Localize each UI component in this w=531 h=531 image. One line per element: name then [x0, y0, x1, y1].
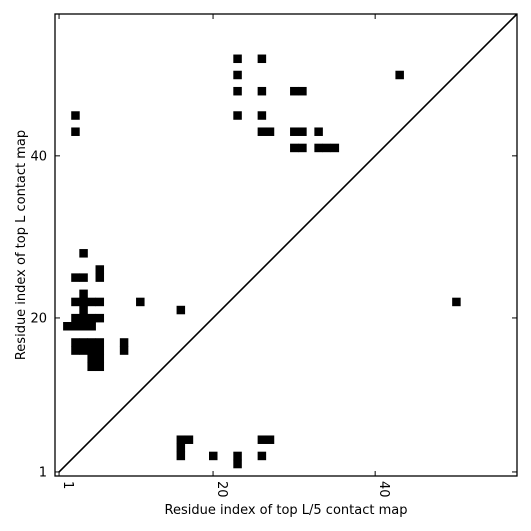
lower-contact-cell	[257, 451, 267, 461]
plot-frame	[54, 13, 518, 477]
lower-contact-cell	[176, 435, 186, 444]
diagonal-line	[58, 13, 518, 473]
x-tick-label: 20	[214, 481, 229, 498]
y-axis-label: Residue index of top L contact map	[14, 130, 29, 360]
upper-contact-cell	[257, 54, 267, 64]
upper-contact-cell	[87, 322, 96, 331]
upper-contact-cell	[330, 143, 340, 153]
lower-contact-cell	[209, 451, 218, 461]
upper-contact-cell	[79, 297, 88, 307]
upper-contact-cell	[71, 313, 80, 323]
upper-contact-cell	[71, 322, 80, 331]
upper-contact-cell	[265, 127, 275, 136]
upper-contact-cell	[95, 346, 105, 355]
upper-contact-cell	[63, 322, 72, 331]
y-tick-label: 1	[39, 465, 47, 480]
upper-contact-cell	[95, 273, 105, 282]
upper-contact-cell	[314, 143, 323, 153]
lower-contact-cell	[184, 435, 194, 444]
upper-contact-cell	[71, 127, 80, 136]
axis-ticks: 1 20 40 1 20 40	[30, 14, 517, 498]
upper-contact-cell	[119, 346, 129, 355]
upper-contact-cell	[322, 143, 331, 153]
lower-contact-cell	[265, 435, 275, 444]
upper-contact-cell	[290, 86, 299, 96]
lower-contact-cell	[176, 443, 186, 453]
upper-contact-cell	[233, 111, 242, 120]
upper-contact-cell	[298, 127, 307, 136]
upper-contact-cell	[71, 111, 80, 120]
contact-cells	[63, 54, 461, 469]
lower-contact-cell	[233, 459, 242, 469]
upper-contact-cell	[87, 354, 96, 363]
upper-contact-cell	[79, 322, 88, 331]
lower-contact-cell	[176, 451, 186, 461]
upper-contact-cell	[298, 86, 307, 96]
upper-contact-cell	[79, 273, 88, 282]
upper-contact-cell	[87, 362, 96, 372]
upper-contact-cell	[87, 338, 96, 347]
y-tick-label: 20	[30, 311, 47, 326]
upper-contact-cell	[87, 346, 96, 355]
upper-contact-cell	[298, 143, 307, 153]
upper-contact-cell	[119, 338, 129, 347]
upper-contact-cell	[257, 86, 267, 96]
upper-contact-cell	[314, 127, 323, 136]
y-tick-label: 40	[30, 149, 47, 164]
upper-contact-cell	[79, 289, 88, 299]
lower-contact-cell	[233, 451, 242, 461]
upper-contact-cell	[71, 346, 80, 355]
upper-contact-cell	[95, 362, 105, 372]
x-axis-label: Residue index of top L/5 contact map	[165, 503, 408, 518]
upper-contact-cell	[95, 265, 105, 274]
upper-contact-cell	[95, 297, 105, 307]
upper-contact-cell	[257, 127, 267, 136]
upper-contact-cell	[79, 305, 88, 315]
upper-contact-cell	[71, 273, 80, 282]
upper-contact-cell	[290, 143, 299, 153]
upper-contact-cell	[290, 127, 299, 136]
upper-contact-cell	[233, 86, 242, 96]
upper-contact-cell	[233, 54, 242, 64]
upper-contact-cell	[257, 111, 267, 120]
upper-contact-cell	[233, 70, 242, 80]
upper-contact-cell	[136, 297, 145, 307]
upper-contact-cell	[176, 305, 186, 315]
upper-contact-cell	[79, 313, 88, 323]
upper-contact-cell	[95, 313, 105, 323]
upper-contact-cell	[79, 249, 88, 258]
x-tick-label: 1	[60, 481, 75, 489]
upper-contact-cell	[79, 346, 88, 355]
lower-contact-cell	[257, 435, 267, 444]
upper-contact-cell	[95, 338, 105, 347]
upper-contact-cell	[87, 313, 96, 323]
upper-contact-cell	[452, 297, 461, 307]
upper-contact-cell	[71, 338, 80, 347]
upper-contact-cell	[87, 297, 96, 307]
upper-contact-cell	[395, 70, 404, 80]
upper-contact-cell	[95, 354, 105, 363]
upper-contact-cell	[71, 297, 80, 307]
upper-contact-cell	[79, 338, 88, 347]
x-tick-label: 40	[376, 481, 391, 498]
